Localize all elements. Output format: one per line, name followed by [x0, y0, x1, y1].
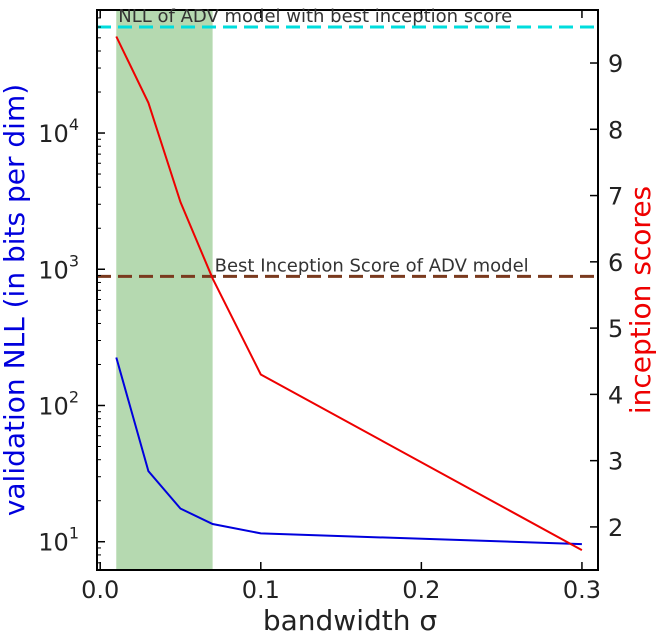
- x-tick-label: 0.1: [242, 576, 280, 604]
- reference-line-label-1: NLL of ADV model with best inception sco…: [118, 6, 512, 27]
- right-y-tick-label: 8: [608, 116, 623, 144]
- annotations-group: NLL of ADV model with best inception sco…: [118, 6, 528, 276]
- right-y-axis-title: inception scores: [624, 186, 657, 414]
- left-y-tick-label: 101: [38, 524, 79, 557]
- inception-series-line: [115, 36, 583, 551]
- reference-line-label-2: Best Inception Score of ADV model: [215, 255, 529, 276]
- x-tick-label: 0.3: [563, 576, 601, 604]
- right-y-tick-label: 5: [608, 315, 623, 343]
- x-axis-title: bandwidth σ: [263, 604, 437, 637]
- left-y-tick-label: 103: [38, 251, 79, 284]
- shaded-region-group: [116, 10, 213, 570]
- right-y-tick-label: 3: [608, 448, 623, 476]
- right-y-tick-label: 4: [608, 381, 623, 409]
- series-group: [115, 36, 583, 551]
- right-y-tick-label: 9: [608, 50, 623, 78]
- left-y-tick-label: 102: [38, 387, 79, 420]
- ticks-group: 0.0 0.1 0.2 0.3 101 102 103 104 2 3 4 5 6 7 8 9: [38, 9, 623, 604]
- nll-series-line: [115, 357, 582, 546]
- x-tick-label: 0.2: [402, 576, 440, 604]
- right-y-tick-label: 2: [608, 514, 623, 542]
- left-y-tick-label: 104: [38, 115, 79, 148]
- right-y-tick-label: 6: [608, 249, 623, 277]
- shaded-bandwidth-region: [116, 10, 213, 570]
- right-y-tick-label: 7: [608, 183, 623, 211]
- x-tick-label: 0.0: [81, 576, 119, 604]
- left-y-axis-title: validation NLL (in bits per dim): [0, 84, 31, 516]
